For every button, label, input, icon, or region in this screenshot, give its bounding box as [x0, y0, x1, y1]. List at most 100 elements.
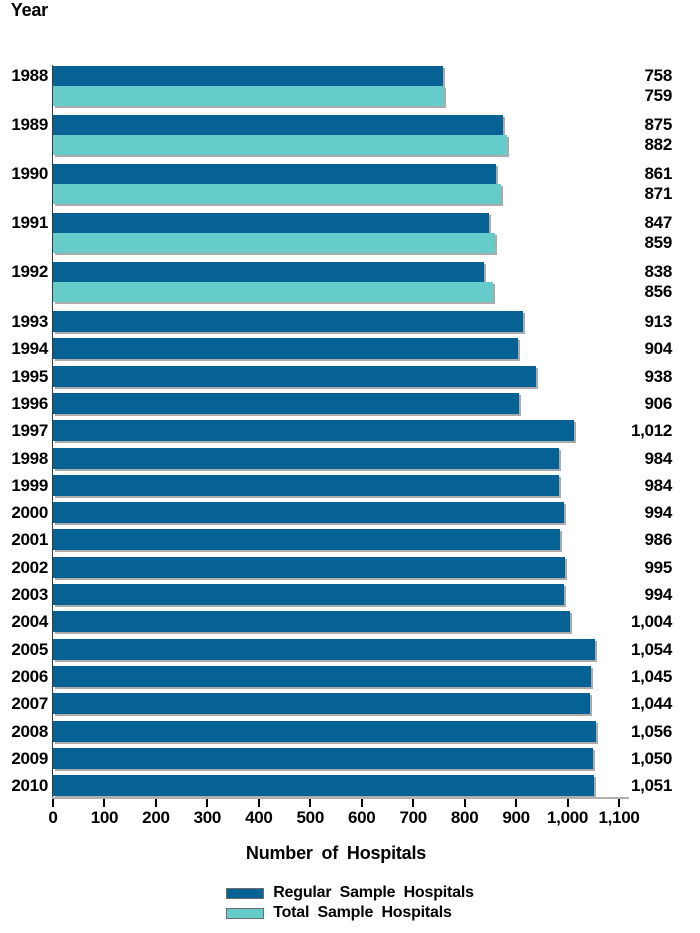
- bar-regular-1996: [53, 392, 520, 414]
- bar-regular-1993: [53, 311, 523, 332]
- bar-regular-2005: [53, 638, 596, 660]
- bar-regular-2009: [53, 747, 594, 769]
- value-label-regular-1989: 875: [644, 115, 673, 134]
- legend-items: Regular Sample Hospitals Total Sample Ho…: [226, 884, 474, 922]
- value-label-total-1988: 759: [644, 86, 673, 105]
- bar-regular-1991: [53, 213, 489, 233]
- total-series-swatch-icon: [226, 907, 265, 919]
- year-label: 1996: [11, 393, 48, 413]
- bar-regular-1999: [53, 474, 560, 496]
- bar-regular-1989: [53, 115, 504, 135]
- value-label-regular-1991: 847: [644, 213, 673, 232]
- bar-regular-2010: [53, 775, 594, 797]
- year-label: 2008: [11, 721, 48, 741]
- bar-regular-2003: [53, 584, 565, 605]
- value-label-total-1991: 859: [644, 233, 673, 252]
- x-axis-tick-label: 500: [296, 808, 325, 827]
- x-axis-tick-label: 1,000: [547, 808, 589, 827]
- year-label: 1993: [11, 312, 48, 331]
- year-label: 2007: [11, 694, 48, 714]
- year-label: 2006: [11, 666, 48, 686]
- value-label-regular-2005: 1,054: [630, 639, 672, 659]
- x-axis-tick-label: 700: [399, 808, 427, 827]
- bar-regular-1997: [53, 420, 574, 442]
- value-label-regular-2003: 994: [644, 585, 673, 604]
- bar-total-1991: [53, 233, 495, 253]
- x-axis-tick: [463, 799, 466, 807]
- value-label-regular-1999: 984: [644, 475, 673, 495]
- value-label-regular-1990: 861: [644, 164, 673, 183]
- value-label-regular-1993: 913: [644, 312, 673, 331]
- year-label: 1997: [11, 421, 48, 441]
- value-label-regular-1998: 984: [644, 448, 673, 468]
- value-label-regular-1994: 904: [644, 339, 673, 359]
- value-label-regular-2004: 1,004: [630, 612, 672, 632]
- value-label-total-1989: 882: [644, 135, 673, 154]
- legend-label-regular: Regular Sample Hospitals: [273, 884, 474, 901]
- year-label: 1995: [11, 366, 48, 386]
- year-label: 2000: [11, 503, 48, 523]
- bar-regular-1995: [53, 365, 536, 387]
- legend-label-total: Total Sample Hospitals: [273, 904, 452, 921]
- x-axis-tick: [566, 799, 569, 807]
- year-label: 1994: [11, 339, 48, 359]
- year-label: 1999: [11, 475, 48, 495]
- year-label: 1992: [11, 262, 48, 281]
- bar-regular-2000: [53, 502, 565, 524]
- legend: Regular Sample Hospitals Total Sample Ho…: [0, 884, 700, 922]
- value-label-regular-1996: 906: [644, 393, 673, 413]
- x-axis-tick-label: 300: [193, 808, 222, 827]
- year-label: 1998: [11, 448, 48, 468]
- bar-regular-1992: [53, 262, 485, 282]
- legend-item-regular: Regular Sample Hospitals: [226, 884, 474, 902]
- value-label-regular-1992: 838: [644, 262, 673, 281]
- year-label: 2009: [11, 748, 48, 768]
- value-label-regular-1997: 1,012: [630, 421, 672, 441]
- year-label: 1989: [11, 115, 48, 134]
- bar-total-1990: [53, 184, 502, 204]
- bar-regular-1988: [53, 66, 444, 86]
- year-label: 2001: [11, 530, 48, 550]
- bar-regular-2001: [53, 529, 561, 551]
- x-axis-tick: [103, 799, 106, 807]
- value-label-regular-2002: 995: [644, 557, 673, 577]
- x-axis-tick-label: 0: [48, 808, 58, 827]
- value-label-regular-2008: 1,056: [630, 721, 672, 741]
- x-axis-line: [52, 797, 629, 799]
- x-axis-tick-label: 900: [502, 808, 530, 827]
- bar-total-1988: [53, 86, 444, 106]
- bar-total-1992: [53, 282, 494, 302]
- x-axis-tick: [52, 799, 54, 807]
- bar-regular-1990: [53, 164, 497, 184]
- bar-regular-2004: [53, 611, 570, 633]
- y-axis-title: Year: [10, 0, 48, 20]
- y-axis-line: [52, 65, 53, 797]
- year-label: 1991: [11, 213, 48, 232]
- x-axis-tick: [154, 799, 157, 807]
- x-axis-tick-label: 800: [450, 808, 479, 827]
- legend-item-total: Total Sample Hospitals: [226, 904, 474, 922]
- bar-regular-2008: [53, 720, 597, 742]
- bar-regular-1998: [53, 447, 560, 469]
- value-label-regular-1988: 758: [644, 66, 673, 85]
- bar-regular-1994: [53, 338, 519, 360]
- regular-series-swatch-icon: [226, 887, 265, 899]
- bar-total-1989: [53, 135, 507, 155]
- x-axis-tick-label: 100: [90, 808, 119, 827]
- value-label-total-1992: 856: [644, 282, 673, 301]
- year-label: 2004: [11, 612, 48, 632]
- x-axis-tick: [515, 799, 518, 807]
- value-label-regular-1995: 938: [644, 366, 673, 386]
- bar-regular-2002: [53, 556, 565, 578]
- value-label-regular-2001: 986: [644, 530, 673, 550]
- x-axis-tick: [360, 799, 363, 807]
- value-label-regular-2007: 1,044: [630, 694, 672, 714]
- x-axis-tick: [618, 799, 620, 807]
- bar-regular-2007: [53, 693, 591, 715]
- year-label: 2010: [11, 776, 48, 796]
- year-label: 2003: [11, 585, 48, 604]
- year-label: 1988: [11, 66, 48, 85]
- value-label-regular-2006: 1,045: [630, 666, 672, 686]
